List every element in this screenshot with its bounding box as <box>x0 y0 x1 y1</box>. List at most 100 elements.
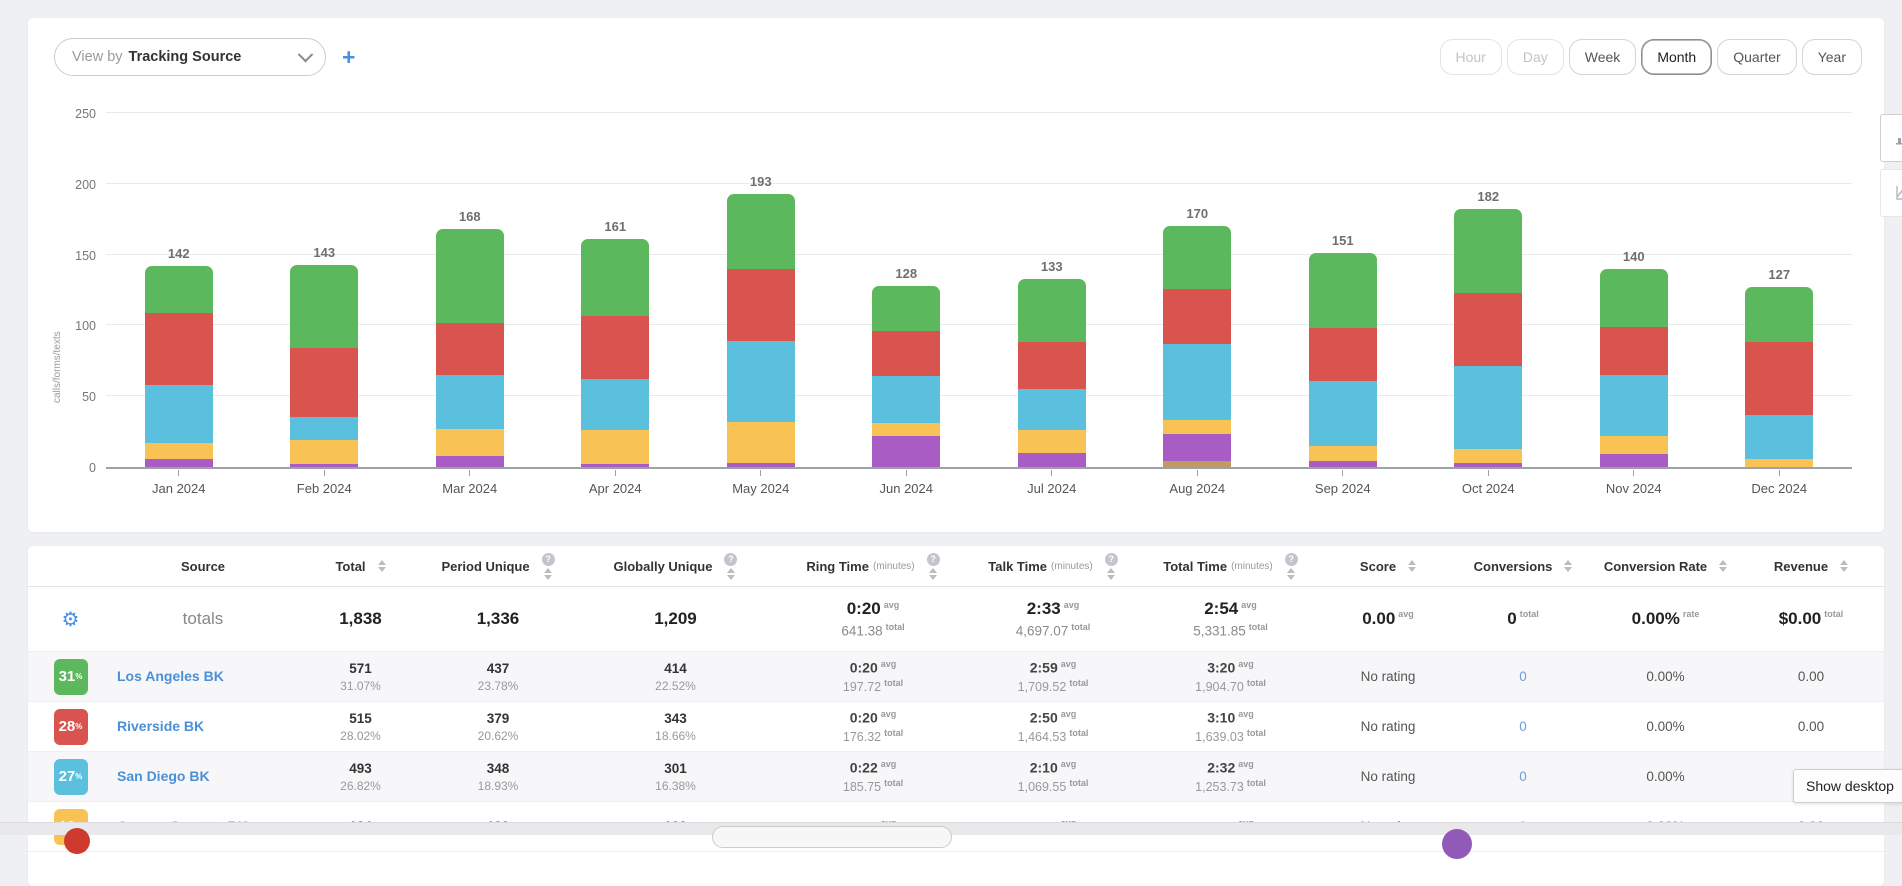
bar-stack[interactable] <box>1599 268 1668 467</box>
bar-segment-purple[interactable] <box>581 464 650 467</box>
bar-stack[interactable] <box>726 193 795 467</box>
bar-stack[interactable] <box>1163 226 1232 467</box>
bar-segment-red[interactable] <box>581 315 650 380</box>
bar-segment-blue[interactable] <box>290 417 359 441</box>
bar-segment-yellow[interactable] <box>872 423 941 436</box>
bar-chart-toggle-button[interactable] <box>1880 114 1902 162</box>
help-icon[interactable]: ? <box>926 552 940 566</box>
bar-segment-yellow[interactable] <box>435 428 504 456</box>
bar-segment-yellow[interactable] <box>581 430 650 465</box>
bar-segment-red[interactable] <box>1599 326 1668 375</box>
bar-segment-blue[interactable] <box>1308 380 1377 446</box>
bar-stack[interactable] <box>872 285 941 467</box>
bar-segment-blue[interactable] <box>435 375 504 429</box>
source-link[interactable]: San Diego BK <box>117 767 210 784</box>
sort-arrows-icon[interactable] <box>1719 560 1728 572</box>
bar-segment-green[interactable] <box>144 265 213 313</box>
bar-segment-blue[interactable] <box>1163 343 1232 421</box>
bar-segment-yellow[interactable] <box>290 440 359 465</box>
bar-segment-purple[interactable] <box>290 464 359 467</box>
conversions-link[interactable]: 0 <box>1519 719 1527 734</box>
bar-segment-red[interactable] <box>872 331 941 377</box>
bar-segment-blue[interactable] <box>581 379 650 431</box>
bar-segment-red[interactable] <box>1163 288 1232 344</box>
range-button-month[interactable]: Month <box>1641 39 1713 75</box>
bar-segment-green[interactable] <box>290 264 359 349</box>
bar-segment-green[interactable] <box>1308 253 1377 329</box>
bar-segment-yellow[interactable] <box>1745 458 1814 467</box>
sort-arrows-icon[interactable] <box>1408 560 1417 572</box>
bar-segment-blue[interactable] <box>1599 374 1668 436</box>
bar-segment-green[interactable] <box>581 239 650 316</box>
bar-segment-green[interactable] <box>1454 209 1523 293</box>
bar-stack[interactable] <box>1745 287 1814 467</box>
conversions-link[interactable]: 0 <box>1519 669 1527 684</box>
bar-segment-yellow[interactable] <box>144 442 213 459</box>
bar-segment-blue[interactable] <box>144 384 213 443</box>
bar-segment-red[interactable] <box>290 348 359 418</box>
sort-arrows-icon[interactable] <box>726 567 735 580</box>
bar-segment-red[interactable] <box>1308 328 1377 381</box>
bar-segment-purple[interactable] <box>144 458 213 467</box>
bar-segment-red[interactable] <box>435 322 504 375</box>
bar-segment-red[interactable] <box>1454 292 1523 367</box>
bar-stack[interactable] <box>1308 253 1377 467</box>
line-chart-toggle-button[interactable] <box>1880 169 1902 217</box>
bar-segment-green[interactable] <box>1017 278 1086 343</box>
bar-segment-green[interactable] <box>872 285 941 332</box>
sort-arrows-icon[interactable] <box>377 560 386 572</box>
bar-segment-blue[interactable] <box>872 376 941 424</box>
bar-segment-blue[interactable] <box>726 341 795 422</box>
bar-segment-purple[interactable] <box>1308 461 1377 467</box>
bar-stack[interactable] <box>581 239 650 467</box>
range-button-week[interactable]: Week <box>1568 39 1637 75</box>
sort-arrows-icon[interactable] <box>544 567 553 580</box>
bar-segment-green[interactable] <box>726 193 795 269</box>
bar-segment-green[interactable] <box>1599 268 1668 327</box>
conversions-link[interactable]: 0 <box>1519 769 1527 784</box>
bar-segment-purple[interactable] <box>1163 434 1232 462</box>
help-icon[interactable]: ? <box>541 552 555 566</box>
bar-stack[interactable] <box>435 229 504 467</box>
sort-arrows-icon[interactable] <box>1107 567 1116 580</box>
taskbar-red-app-icon[interactable] <box>64 828 90 854</box>
range-button-hour[interactable]: Hour <box>1439 39 1502 75</box>
bar-segment-purple[interactable] <box>1599 454 1668 467</box>
bar-segment-red[interactable] <box>726 268 795 341</box>
bar-stack[interactable] <box>1017 278 1086 467</box>
sort-arrows-icon[interactable] <box>1840 560 1849 572</box>
bar-segment-yellow[interactable] <box>1454 448 1523 463</box>
bar-segment-yellow[interactable] <box>1599 435 1668 455</box>
bar-segment-green[interactable] <box>435 229 504 323</box>
bar-segment-blue[interactable] <box>1454 366 1523 449</box>
bar-segment-green[interactable] <box>1163 226 1232 289</box>
bar-segment-blue[interactable] <box>1745 414 1814 459</box>
help-icon[interactable]: ? <box>1104 552 1118 566</box>
bar-segment-blue[interactable] <box>1017 389 1086 431</box>
add-view-button[interactable]: + <box>342 44 356 70</box>
bar-segment-purple[interactable] <box>1017 452 1086 467</box>
bar-stack[interactable] <box>1454 209 1523 467</box>
settings-gear-icon[interactable]: ⚙ <box>61 608 80 631</box>
bar-segment-yellow[interactable] <box>1163 420 1232 435</box>
bar-segment-purple[interactable] <box>1454 462 1523 467</box>
help-icon[interactable]: ? <box>724 552 738 566</box>
bar-stack[interactable] <box>144 265 213 467</box>
bar-segment-tan[interactable] <box>1163 461 1232 467</box>
sort-arrows-icon[interactable] <box>1287 567 1296 580</box>
source-link[interactable]: Riverside BK <box>117 717 205 734</box>
bar-segment-purple[interactable] <box>726 462 795 467</box>
bar-segment-red[interactable] <box>1017 342 1086 390</box>
bar-segment-yellow[interactable] <box>726 421 795 463</box>
bar-segment-red[interactable] <box>1745 342 1814 415</box>
bar-segment-green[interactable] <box>1745 287 1814 343</box>
sort-arrows-icon[interactable] <box>1564 560 1573 572</box>
bar-segment-yellow[interactable] <box>1017 430 1086 453</box>
source-link[interactable]: Los Angeles BK <box>117 667 224 684</box>
range-button-day[interactable]: Day <box>1506 39 1564 75</box>
sort-arrows-icon[interactable] <box>929 567 938 580</box>
help-icon[interactable]: ? <box>1284 552 1298 566</box>
range-button-quarter[interactable]: Quarter <box>1717 39 1797 75</box>
bar-segment-purple[interactable] <box>435 455 504 467</box>
bar-segment-yellow[interactable] <box>1308 445 1377 462</box>
